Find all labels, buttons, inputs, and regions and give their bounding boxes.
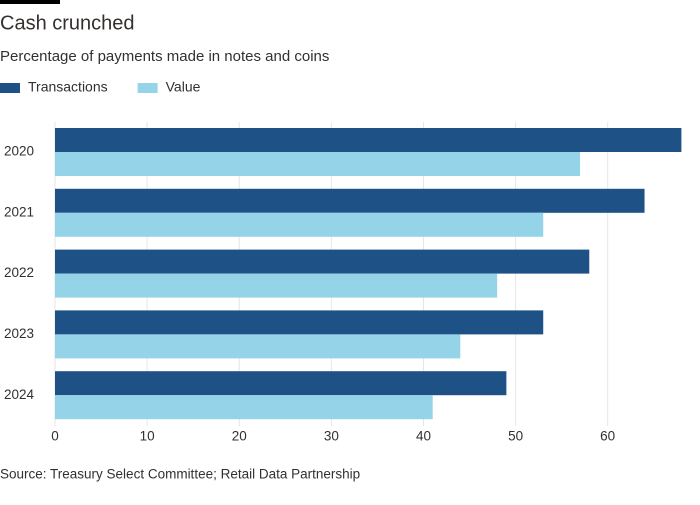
chart-title: Cash crunched	[0, 12, 135, 34]
brand-bar	[0, 0, 60, 4]
legend-swatch	[0, 83, 20, 93]
legend-label: Value	[166, 79, 201, 95]
source: Source: Treasury Select Committee; Retai…	[0, 467, 360, 482]
y-tick-label: 2023	[4, 326, 34, 341]
bar	[55, 371, 507, 396]
bar	[55, 273, 498, 298]
chart-subtitle: Percentage of payments made in notes and…	[0, 48, 329, 65]
x-tick-label: 60	[600, 429, 615, 444]
y-tick-label: 2024	[4, 387, 35, 402]
bar	[55, 152, 581, 176]
bar	[55, 310, 544, 335]
bar	[55, 395, 433, 420]
x-tick-label: 10	[140, 429, 155, 444]
x-tick-label: 50	[508, 429, 523, 444]
bar	[55, 249, 590, 274]
bar	[55, 188, 645, 213]
x-tick-label: 30	[324, 429, 339, 444]
legend-label: Transactions	[28, 79, 108, 95]
y-tick-label: 2021	[4, 204, 34, 219]
bar	[55, 334, 461, 359]
bar	[55, 128, 682, 152]
y-tick-label: 2022	[4, 265, 34, 280]
y-tick-label: 2020	[4, 144, 34, 159]
bar	[55, 212, 544, 237]
x-tick-label: 0	[51, 429, 59, 444]
x-tick-label: 20	[232, 429, 247, 444]
x-tick-label: 40	[416, 429, 431, 444]
legend-swatch	[137, 83, 158, 93]
